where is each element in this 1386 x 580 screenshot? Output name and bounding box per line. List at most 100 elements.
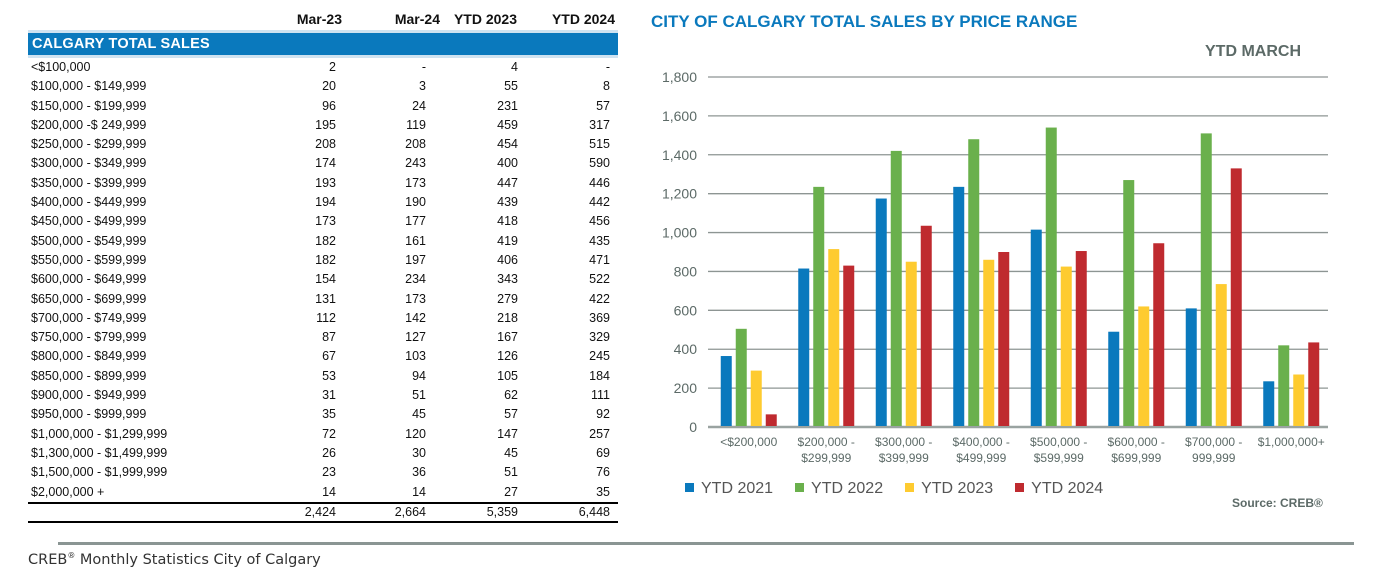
bar-ytd-2022 [1200, 133, 1212, 426]
footer-brand: CREB [28, 551, 68, 568]
value-cell: 182 [315, 252, 336, 267]
value-cell: 456 [589, 214, 610, 229]
totals-row: 2,424 2,664 5,359 6,448 [28, 501, 618, 523]
bar-ytd-2024 [765, 414, 777, 426]
value-cell: 173 [405, 175, 426, 190]
table-row: $750,000 - $799,999 87 127 167 329 [28, 328, 618, 347]
value-cell: 590 [589, 156, 610, 171]
table-row: $600,000 - $649,999 154 234 343 522 [28, 270, 618, 289]
bar-ytd-2021 [875, 198, 887, 426]
value-cell: 53 [322, 368, 336, 383]
value-cell: 57 [596, 98, 610, 113]
table-row: $800,000 - $849,999 67 103 126 245 [28, 347, 618, 366]
price-range-cell: $100,000 - $149,999 [31, 79, 147, 94]
value-cell: 515 [589, 137, 610, 152]
table-row: $300,000 - $349,999 174 243 400 590 [28, 154, 618, 173]
x-tick-label: $599,999 [1034, 451, 1084, 465]
bar-ytd-2023 [1060, 266, 1072, 426]
value-cell: 422 [589, 291, 610, 306]
y-tick-label: 800 [674, 263, 698, 279]
price-range-cell: $250,000 - $299,999 [31, 137, 147, 152]
value-cell: 45 [504, 445, 518, 460]
bar-ytd-2022 [1278, 345, 1290, 426]
page-footer: CREB® Monthly Statistics City of Calgary [28, 551, 321, 568]
value-cell: 76 [596, 465, 610, 480]
value-cell: 234 [405, 272, 426, 287]
price-range-cell: $600,000 - $649,999 [31, 272, 147, 287]
value-cell: 177 [405, 214, 426, 229]
value-cell: 4 [511, 60, 518, 74]
value-cell: 522 [589, 272, 610, 287]
value-cell: 36 [412, 465, 426, 480]
bar-ytd-2021 [1263, 381, 1275, 426]
y-tick-label: 1,800 [662, 69, 697, 85]
x-tick-label: $300,000 - [875, 435, 932, 449]
bar-ytd-2023 [905, 261, 917, 426]
bar-ytd-2021 [953, 186, 965, 426]
chart-legend: YTD 2021 YTD 2022 YTD 2023 YTD 2024 [685, 480, 1125, 498]
value-cell: 57 [504, 407, 518, 422]
legend-swatch [905, 483, 915, 492]
y-tick-label: 200 [674, 380, 698, 396]
value-cell: 454 [497, 137, 518, 152]
legend-label: YTD 2023 [921, 480, 994, 497]
value-cell: 279 [497, 291, 518, 306]
value-cell: 447 [497, 175, 518, 190]
footer-text: Monthly Statistics City of Calgary [75, 551, 321, 568]
bar-ytd-2023 [828, 249, 840, 426]
price-range-cell: $1,300,000 - $1,499,999 [31, 445, 168, 460]
table-row: $200,000 -$ 249,999 195 119 459 317 [28, 116, 618, 135]
bar-ytd-2023 [983, 259, 995, 426]
value-cell: 184 [589, 368, 610, 383]
price-range-cell: $200,000 -$ 249,999 [31, 117, 147, 132]
value-cell: 69 [596, 445, 610, 460]
value-cell: - [605, 60, 610, 74]
table-row: <$100,000 2 - 4 - [28, 58, 618, 77]
table-row: $400,000 - $449,999 194 190 439 442 [28, 193, 618, 212]
bar-ytd-2021 [1108, 331, 1120, 426]
total-cell: 2,424 [304, 504, 336, 519]
value-cell: 446 [589, 175, 610, 190]
section-title: CALGARY TOTAL SALES [28, 30, 618, 58]
value-cell: 2 [329, 60, 336, 74]
column-header: Mar-24 [394, 11, 440, 27]
value-cell: 190 [405, 195, 426, 210]
table-row: $900,000 - $949,999 31 51 62 111 [28, 386, 618, 405]
value-cell: 87 [322, 330, 336, 345]
bar-ytd-2024 [920, 225, 932, 426]
price-range-cell: $2,000,000 + [31, 484, 105, 499]
x-tick-label: $600,000 - [1108, 435, 1165, 449]
table-row: $100,000 - $149,999 20 3 55 8 [28, 77, 618, 96]
x-tick-label: $299,999 [801, 451, 851, 465]
y-tick-label: 400 [674, 341, 698, 357]
value-cell: 94 [412, 368, 426, 383]
value-cell: 31 [322, 388, 336, 403]
legend-label: YTD 2024 [1031, 480, 1104, 497]
bar-ytd-2022 [890, 150, 902, 426]
value-cell: 92 [596, 407, 610, 422]
value-cell: 30 [412, 445, 426, 460]
total-cell: 5,359 [486, 504, 518, 519]
value-cell: 329 [589, 330, 610, 345]
table-row: $700,000 - $749,999 112 142 218 369 [28, 309, 618, 328]
x-tick-label: <$200,000 [720, 435, 777, 449]
value-cell: - [421, 60, 426, 74]
value-cell: 119 [406, 117, 426, 132]
value-cell: 197 [405, 252, 426, 267]
table-row: $350,000 - $399,999 193 173 447 446 [28, 174, 618, 193]
total-cell: 6,448 [578, 504, 610, 519]
value-cell: 173 [315, 214, 336, 229]
table-row: $150,000 - $199,999 96 24 231 57 [28, 97, 618, 116]
value-cell: 167 [497, 330, 518, 345]
table-row: $1,300,000 - $1,499,999 26 30 45 69 [28, 444, 618, 463]
value-cell: 442 [589, 195, 610, 210]
legend-swatch [685, 483, 694, 492]
price-range-cell: $950,000 - $999,999 [31, 407, 147, 422]
value-cell: 103 [405, 349, 426, 364]
chart-subtitle: YTD MARCH [1205, 43, 1301, 60]
price-range-cell: $1,500,000 - $1,999,999 [31, 465, 168, 480]
bar-ytd-2021 [798, 268, 810, 426]
column-header: Mar-23 [296, 11, 342, 27]
value-cell: 72 [322, 426, 336, 441]
table-row: $550,000 - $599,999 182 197 406 471 [28, 251, 618, 270]
